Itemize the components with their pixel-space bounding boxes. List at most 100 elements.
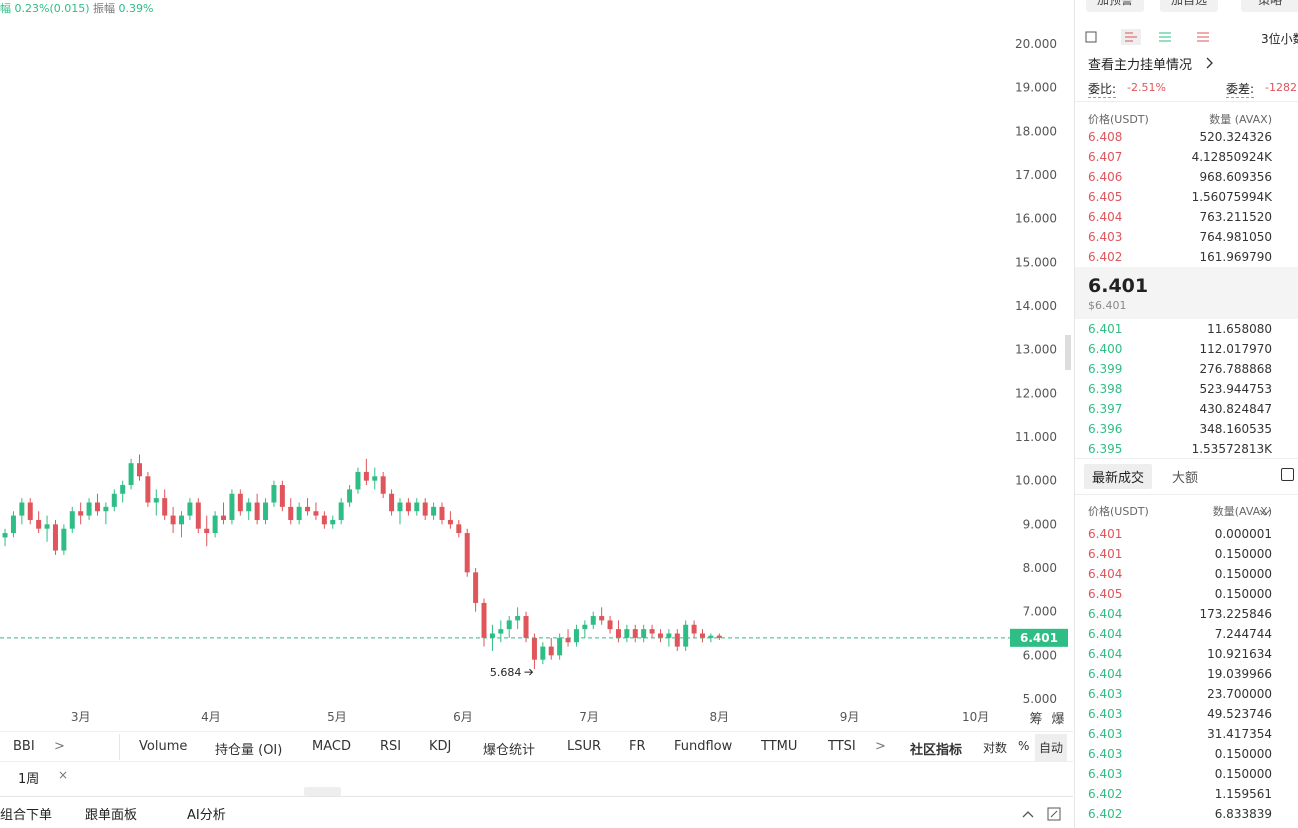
y-tick-label: 17.000 bbox=[1015, 168, 1057, 182]
y-tick-label: 16.000 bbox=[1015, 212, 1057, 226]
order-price: 6.404 bbox=[1088, 210, 1123, 224]
bottom-tab[interactable]: AI分析 bbox=[187, 808, 226, 823]
order-qty: 1.53572813K bbox=[1191, 442, 1272, 456]
interval-tab[interactable]: 1周 bbox=[18, 772, 40, 787]
action-button[interactable]: 加预警 bbox=[1086, 0, 1144, 12]
drag-handle[interactable] bbox=[304, 787, 341, 796]
candle-body bbox=[582, 624, 588, 630]
trade-qty: 0.150000 bbox=[1214, 767, 1272, 781]
candle-body bbox=[103, 506, 109, 512]
x-tick-label: 9月 bbox=[840, 710, 860, 724]
candle-body bbox=[456, 524, 462, 534]
bottom-icons[interactable] bbox=[1021, 807, 1066, 821]
checkbox[interactable] bbox=[1281, 468, 1294, 481]
candle-body bbox=[439, 506, 445, 520]
candle-body bbox=[313, 511, 319, 516]
trade-qty: 0.150000 bbox=[1214, 547, 1272, 561]
mid-block bbox=[1075, 267, 1298, 319]
order-row[interactable]: 6.405 1.56075994K bbox=[1088, 190, 1298, 210]
candle-body bbox=[565, 637, 571, 643]
column-header: 数量 (AVAX) bbox=[1209, 113, 1272, 126]
indicator[interactable]: MACD bbox=[312, 739, 351, 754]
order-row[interactable]: 6.400 112.017970 bbox=[1088, 342, 1298, 362]
icons[interactable] bbox=[1085, 29, 1215, 45]
indicator[interactable]: LSUR bbox=[567, 739, 602, 754]
community-indicators[interactable]: 社区指标 bbox=[910, 743, 963, 758]
divider bbox=[119, 734, 120, 760]
candle-body bbox=[69, 511, 75, 529]
axis-side-label[interactable]: 爆 bbox=[1051, 712, 1064, 727]
order-price: 6.396 bbox=[1088, 422, 1123, 436]
chart-option[interactable]: % bbox=[1018, 739, 1030, 753]
chart-option[interactable]: 自动 bbox=[1035, 734, 1068, 761]
trade-price: 6.404 bbox=[1088, 567, 1123, 581]
indicator[interactable]: KDJ bbox=[429, 739, 452, 754]
bottom-tab[interactable]: 组合下单 bbox=[0, 808, 53, 823]
indicator[interactable]: Volume bbox=[139, 739, 188, 754]
trade-qty: 0.000001 bbox=[1214, 527, 1272, 541]
candle-body bbox=[422, 502, 428, 516]
order-row[interactable]: 6.397 430.824847 bbox=[1088, 402, 1298, 422]
trade-price: 6.401 bbox=[1088, 527, 1123, 541]
divider bbox=[1075, 458, 1298, 459]
indicator[interactable]: FR bbox=[629, 739, 646, 754]
chevron[interactable]: > bbox=[875, 739, 886, 754]
trade-qty: 6.833839 bbox=[1214, 807, 1272, 821]
candle-body bbox=[120, 485, 126, 494]
candle-body bbox=[405, 502, 411, 512]
order-price: 6.401 bbox=[1088, 322, 1123, 336]
trade-price: 6.404 bbox=[1088, 647, 1123, 661]
order-row[interactable]: 6.406 968.609356 bbox=[1088, 170, 1298, 190]
trade-qty: 19.039966 bbox=[1207, 667, 1272, 681]
trade-price: 6.404 bbox=[1088, 667, 1123, 681]
order-qty: 348.160535 bbox=[1199, 422, 1272, 436]
candle-body bbox=[708, 635, 714, 638]
order-row[interactable]: 6.395 1.53572813K bbox=[1088, 442, 1298, 462]
order-row[interactable]: 6.407 4.12850924K bbox=[1088, 150, 1298, 170]
candle-body bbox=[372, 476, 378, 481]
x-tick-label: 4月 bbox=[201, 710, 221, 724]
order-row[interactable]: 6.398 523.944753 bbox=[1088, 382, 1298, 402]
main-orders-link[interactable]: 查看主力挂单情况 bbox=[1088, 58, 1193, 73]
order-row[interactable]: 6.404 763.211520 bbox=[1088, 210, 1298, 230]
indicator[interactable]: 持仓量 (OI) bbox=[215, 743, 283, 758]
indicator[interactable]: BBI bbox=[13, 739, 35, 754]
candle-body bbox=[36, 519, 42, 529]
indicator[interactable]: 爆仓统计 bbox=[483, 743, 536, 758]
trade-price: 6.403 bbox=[1088, 767, 1123, 781]
order-row[interactable]: 6.401 11.658080 bbox=[1088, 322, 1298, 342]
close-tab[interactable]: × bbox=[58, 768, 69, 782]
indicator[interactable]: Fundflow bbox=[674, 739, 733, 754]
diff-label: 委差: bbox=[1226, 82, 1255, 98]
candle-body bbox=[489, 633, 495, 638]
y-tick-label: 9.000 bbox=[1023, 517, 1057, 531]
order-row[interactable]: 6.399 276.788868 bbox=[1088, 362, 1298, 382]
candle-body bbox=[263, 502, 269, 520]
indicator[interactable]: RSI bbox=[380, 739, 402, 754]
bottom-tab[interactable]: 跟单面板 bbox=[85, 808, 138, 823]
trade-tab[interactable]: 大额 bbox=[1172, 471, 1199, 486]
candle-body bbox=[666, 633, 672, 638]
trade-tab[interactable]: 最新成交 bbox=[1084, 464, 1153, 489]
order-row[interactable]: 6.402 161.969790 bbox=[1088, 250, 1298, 270]
candle-body bbox=[78, 511, 84, 516]
order-qty: 112.017970 bbox=[1199, 342, 1272, 356]
candle-body bbox=[237, 493, 243, 512]
chart-option[interactable]: 对数 bbox=[983, 741, 1008, 755]
trade-row: 6.401 0.000001 bbox=[1088, 527, 1298, 547]
order-price: 6.398 bbox=[1088, 382, 1123, 396]
axis-side-label[interactable]: 筹 bbox=[1029, 711, 1042, 727]
candle-body bbox=[330, 519, 336, 525]
candle-body bbox=[128, 463, 134, 486]
order-row[interactable]: 6.408 520.324326 bbox=[1088, 130, 1298, 150]
indicator[interactable]: TTMU bbox=[761, 739, 798, 754]
order-row[interactable]: 6.403 764.981050 bbox=[1088, 230, 1298, 250]
action-button[interactable]: 加自选 bbox=[1160, 0, 1218, 12]
action-button[interactable]: 策略 bbox=[1241, 0, 1298, 12]
order-qty: 11.658080 bbox=[1207, 322, 1272, 336]
precision[interactable]: 3位小数 bbox=[1261, 32, 1298, 46]
order-row[interactable]: 6.396 348.160535 bbox=[1088, 422, 1298, 442]
chevron[interactable]: > bbox=[54, 739, 65, 754]
indicator[interactable]: TTSI bbox=[828, 739, 856, 754]
candle-body bbox=[94, 502, 100, 512]
